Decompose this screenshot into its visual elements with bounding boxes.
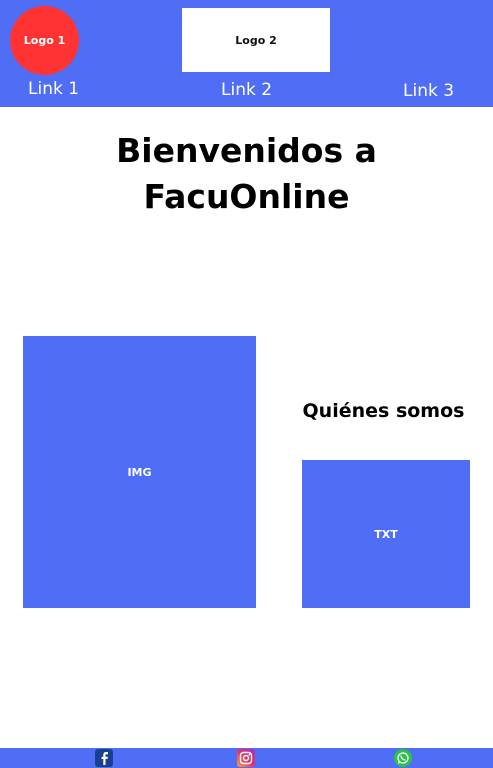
instagram-icon[interactable] [237, 749, 255, 767]
header: Logo 1 Logo 2 Link 1 Link 2 Link 3 [0, 0, 493, 107]
nav-link-3[interactable]: Link 3 [403, 81, 455, 101]
footer [0, 748, 493, 768]
logo-2[interactable]: Logo 2 [182, 8, 330, 72]
facebook-glyph [101, 752, 108, 765]
text-placeholder: TXT [302, 460, 470, 608]
nav-link-2[interactable]: Link 2 [221, 80, 273, 100]
about-title: Quiénes somos [302, 400, 465, 422]
instagram-glyph [239, 751, 253, 765]
whatsapp-icon[interactable] [394, 749, 412, 767]
facebook-icon[interactable] [95, 749, 113, 767]
nav-link-1[interactable]: Link 1 [28, 79, 80, 99]
page-title: Bienvenidos a FacuOnline [116, 131, 377, 216]
image-placeholder: IMG [23, 336, 256, 608]
whatsapp-glyph [397, 752, 409, 764]
logo-1[interactable]: Logo 1 [10, 6, 79, 75]
